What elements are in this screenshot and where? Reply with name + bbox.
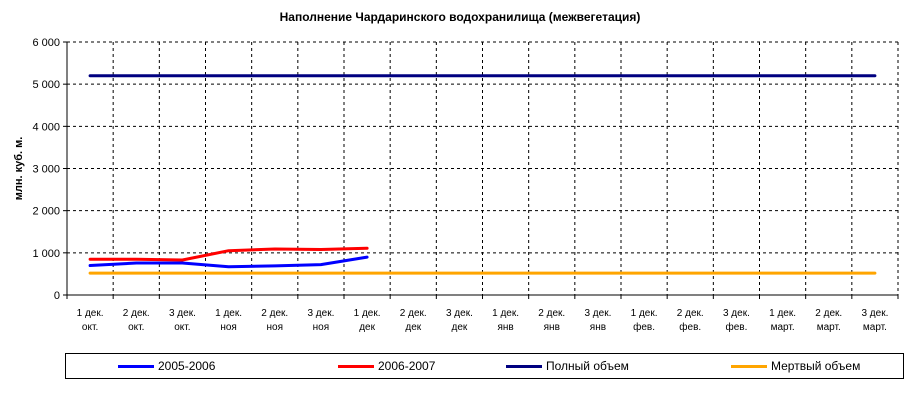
y-tick-label: 4 000 xyxy=(32,121,60,133)
x-tick-label: 2 дек. xyxy=(538,308,565,319)
y-tick-label: 0 xyxy=(54,290,60,302)
x-tick-label: окт. xyxy=(174,322,190,333)
y-tick-label: 2 000 xyxy=(32,206,60,218)
x-tick-label: дек xyxy=(405,322,421,333)
x-tick-label: фев. xyxy=(679,321,701,333)
x-tick-label: янв xyxy=(497,322,513,333)
x-tick-label: март. xyxy=(817,322,841,333)
x-tick-label: янв xyxy=(544,322,560,333)
x-tick-label: 3 дек. xyxy=(446,308,473,319)
x-tick-label: 1 дек. xyxy=(492,308,519,319)
axis-layer xyxy=(63,41,899,299)
series-layer xyxy=(88,74,877,275)
x-tick-label: 2 дек. xyxy=(123,308,150,319)
x-tick-label: 3 дек. xyxy=(584,308,611,319)
x-tick-label: 3 дек. xyxy=(169,308,196,319)
x-tick-label: 1 дек. xyxy=(77,308,104,319)
x-tick-label: 3 дек. xyxy=(723,308,750,319)
x-tick-label: дек xyxy=(359,322,375,333)
x-tick-label: 3 дек. xyxy=(307,308,334,319)
legend-entry: Полный объем xyxy=(506,354,629,378)
grid-layer xyxy=(67,41,899,295)
x-tick-label: 1 дек. xyxy=(215,308,242,319)
x-tick-label: ноя xyxy=(313,322,330,333)
y-tick-label: 6 000 xyxy=(32,37,60,49)
y-tick-label: 1 000 xyxy=(32,248,60,260)
legend-entry: Мертвый объем xyxy=(731,354,860,378)
x-tick-label: 1 дек. xyxy=(769,308,796,319)
x-tick-label: 3 дек. xyxy=(861,308,888,319)
x-tick-label: ноя xyxy=(220,322,237,333)
series-line-1 xyxy=(88,255,369,269)
x-tick-label: дек xyxy=(452,322,468,333)
label-layer: 0 1 000 2 000 3 000 4 000 5 000 6 000 1 дек. окт… xyxy=(13,37,888,333)
series-line-2 xyxy=(88,246,369,262)
legend-label: 2006-2007 xyxy=(378,359,436,373)
x-tick-label: окт. xyxy=(82,322,98,333)
x-tick-label: 2 дек. xyxy=(677,308,704,319)
x-tick-label: 2 дек. xyxy=(261,308,288,319)
legend-entry: 2006-2007 xyxy=(338,354,435,378)
chart-title: Наполнение Чардаринского водохранилища (… xyxy=(279,10,641,24)
x-tick-label: 1 дек. xyxy=(631,308,658,319)
x-tick-label: 2 дек. xyxy=(815,308,842,319)
legend-label: Мертвый объем xyxy=(771,359,861,373)
legend-label: 2005-2006 xyxy=(158,359,216,373)
x-tick-label: ноя xyxy=(267,322,284,333)
y-tick-label: 5 000 xyxy=(32,79,60,91)
y-axis-label: млн. куб. м. xyxy=(13,137,25,201)
legend-swatch xyxy=(731,364,767,368)
x-tick-label: 1 дек. xyxy=(354,308,381,319)
x-tick-label: окт. xyxy=(128,322,144,333)
x-tick-label: янв xyxy=(590,322,606,333)
x-tick-label: фев. xyxy=(725,321,747,333)
legend-swatch xyxy=(506,364,542,368)
x-tick-label: март. xyxy=(771,322,795,333)
legend-swatch xyxy=(338,364,374,368)
x-tick-label: фев. xyxy=(633,321,655,333)
legend: 2005-2006 2006-2007 Полный объем Мертвый об… xyxy=(65,353,904,379)
x-tick-label: март. xyxy=(863,322,887,333)
legend-entry: 2005-2006 xyxy=(118,354,215,378)
legend-label: Полный объем xyxy=(546,359,629,373)
chart-plot: 0 1 000 2 000 3 000 4 000 5 000 6 000 1 дек. окт… xyxy=(13,37,899,333)
y-tick-label: 3 000 xyxy=(32,164,60,176)
legend-swatch xyxy=(118,364,154,368)
x-tick-label: 2 дек. xyxy=(400,308,427,319)
